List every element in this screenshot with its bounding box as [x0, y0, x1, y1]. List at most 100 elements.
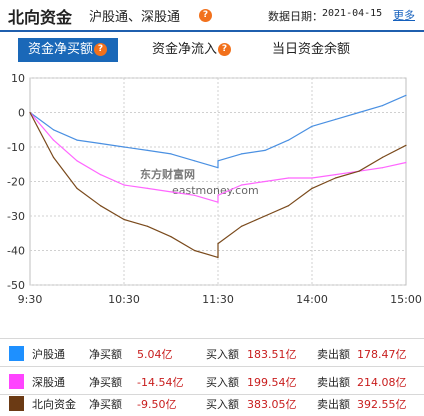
series-point [381, 167, 384, 169]
series-point [76, 187, 78, 189]
series-line-1 [29, 112, 407, 203]
page-title: 北向资金 [8, 8, 73, 27]
buy-value: 183.51亿 [247, 348, 297, 361]
series-point [99, 205, 102, 207]
x-tick-label: 14:00 [296, 293, 328, 306]
buy-key: 买入额 [206, 376, 239, 389]
series-point [123, 218, 125, 221]
tab-net-inflow[interactable]: 资金净流入? [152, 38, 252, 62]
series-point [358, 170, 360, 172]
y-tick-label: 0 [18, 107, 25, 120]
series-point [334, 118, 337, 120]
series-point [146, 225, 149, 227]
series-point [99, 142, 102, 145]
series-point [287, 205, 290, 207]
series-point [264, 215, 266, 217]
series-point [240, 153, 243, 155]
net-buy-value: 5.04亿 [137, 348, 173, 361]
row-divider [0, 338, 424, 339]
series-point [405, 144, 407, 146]
sell-key: 卖出额 [317, 348, 350, 361]
y-tick-label: -30 [7, 210, 25, 223]
series-point [170, 191, 172, 193]
northbound-flow-chart[interactable]: 东方财富网 eastmoney.com 10 0 -10 -20 -30 -40 -50 9… [0, 70, 424, 310]
series-line-2 [29, 112, 407, 258]
series-point [240, 225, 243, 227]
y-axis: 10 0 -10 -20 -30 -40 -50 [7, 72, 25, 292]
series-point [193, 194, 196, 196]
series-point [217, 194, 219, 196]
question-icon[interactable]: ? [199, 9, 212, 22]
series-point [287, 139, 290, 141]
header-divider [0, 30, 424, 32]
tab-bar: 资金净买额? 资金净流入? 当日资金余额 [0, 36, 424, 64]
sell-value: 392.55亿 [357, 398, 407, 411]
series-point [170, 153, 172, 155]
x-tick-label: 9:30 [18, 293, 43, 306]
tab-label: 资金净流入 [152, 42, 218, 57]
legend-row-sz: 深股通 净买额 -14.54亿 买入额 199.54亿 卖出额 214.08亿 [0, 368, 424, 394]
series-point [76, 160, 78, 162]
header: 北向资金 沪股通、深股通 ? 数据日期： 2021-04-15 更多 [0, 0, 424, 28]
net-buy-key: 净买额 [89, 376, 122, 389]
series-point [217, 167, 219, 169]
series-point [334, 174, 337, 176]
legend-name: 北向资金 [32, 398, 76, 411]
series-point [311, 177, 313, 179]
color-swatch [9, 396, 24, 411]
series-point [334, 177, 337, 179]
series-point [287, 177, 290, 179]
series-point [170, 236, 172, 238]
series-point [52, 129, 55, 131]
legend-row-north: 北向资金 净买额 -9.50亿 买入额 383.05亿 卖出额 392.55亿 [0, 390, 424, 416]
series-point [311, 187, 313, 189]
series-point [217, 201, 219, 203]
series-point [99, 174, 102, 176]
x-tick-label: 15:00 [390, 293, 422, 306]
series-point [358, 111, 360, 114]
net-buy-key: 净买额 [89, 348, 122, 361]
color-swatch [9, 346, 24, 361]
series-point [405, 94, 407, 96]
buy-value: 383.05亿 [247, 398, 297, 411]
row-divider [0, 394, 424, 395]
net-buy-key: 净买额 [89, 398, 122, 411]
series-point [123, 184, 125, 186]
series-point [123, 146, 125, 148]
sell-key: 卖出额 [317, 376, 350, 389]
tab-label: 当日资金余额 [272, 42, 351, 57]
row-divider [0, 366, 424, 367]
buy-value: 199.54亿 [247, 376, 297, 389]
legend-name: 沪股通 [32, 348, 65, 361]
series-point [264, 149, 266, 151]
series-point [381, 156, 384, 158]
buy-key: 买入额 [206, 348, 239, 361]
series-line-0 [29, 94, 407, 169]
series-point [311, 125, 313, 127]
series-point [217, 160, 219, 162]
subtitle-text: 沪股通、深股通 [89, 10, 181, 25]
series-point [52, 156, 55, 158]
series-point [52, 139, 55, 141]
series-point [217, 256, 219, 258]
color-swatch [9, 374, 24, 389]
x-tick-label: 10:30 [108, 293, 140, 306]
x-axis: 9:30 10:30 11:30 14:00 15:00 [18, 293, 422, 306]
tab-daily-balance[interactable]: 当日资金余额 [272, 38, 372, 62]
more-link[interactable]: 更多 [393, 9, 415, 22]
y-tick-label: -10 [7, 141, 25, 154]
net-buy-value: -14.54亿 [137, 376, 184, 389]
series-point [193, 249, 196, 252]
series-point [381, 105, 384, 107]
tab-net-buy[interactable]: 资金净买额? [18, 38, 118, 62]
series-point [146, 149, 149, 151]
buy-key: 买入额 [206, 398, 239, 411]
x-tick-label: 11:30 [202, 293, 234, 306]
series-point [405, 161, 407, 164]
series-point [217, 243, 219, 245]
legend-name: 深股通 [32, 376, 65, 389]
watermark-sub: eastmoney.com [172, 184, 259, 197]
sell-value: 178.47亿 [357, 348, 407, 361]
question-icon[interactable]: ? [218, 43, 232, 56]
question-icon[interactable]: ? [94, 43, 108, 56]
